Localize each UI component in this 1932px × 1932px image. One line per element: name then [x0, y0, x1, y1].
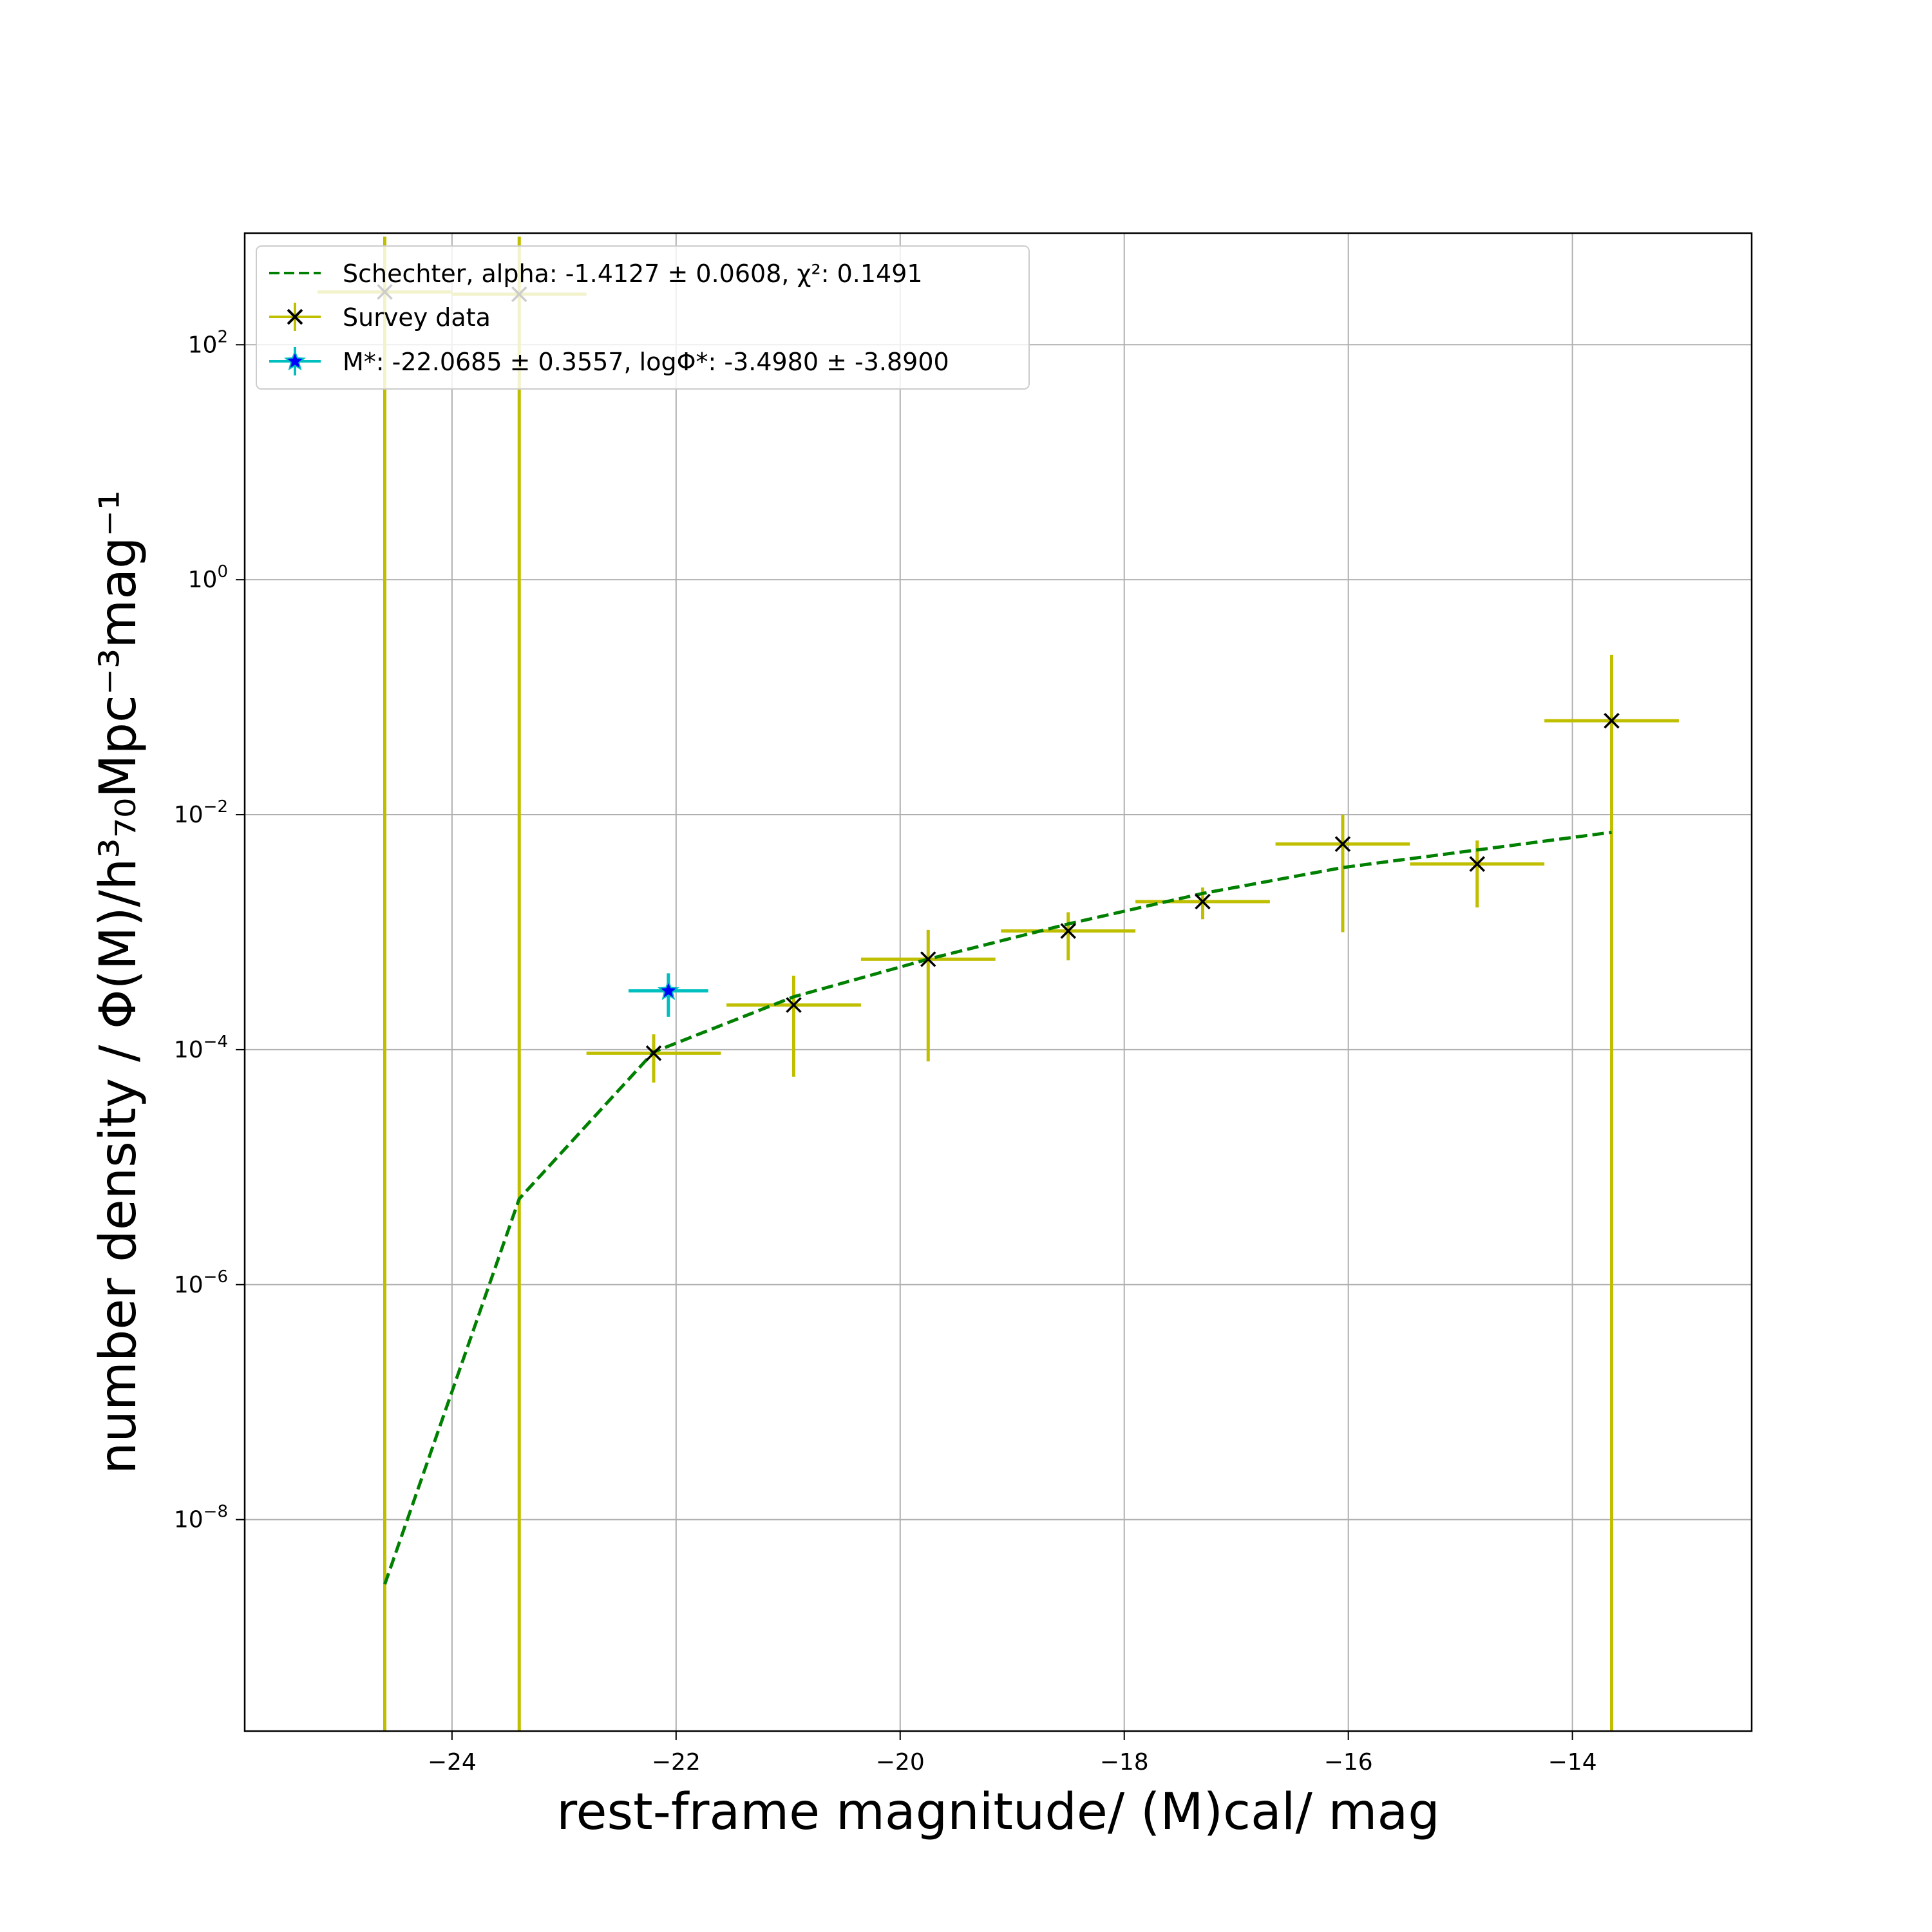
- x-tick-label: −24: [428, 1749, 477, 1776]
- x-tick-label: −18: [1100, 1749, 1149, 1776]
- legend-mstar-star-icon: [284, 350, 306, 371]
- legend-schechter-label: Schechter, alpha: -1.4127 ± 0.0608, χ²: …: [343, 260, 923, 288]
- x-tick-label: −14: [1548, 1749, 1597, 1776]
- x-tick-label: −22: [652, 1749, 701, 1776]
- grid: [245, 233, 1752, 1731]
- y-tick-label: 10−8: [174, 1502, 228, 1533]
- mstar-point: [657, 979, 679, 1001]
- plot-frame: [243, 232, 1753, 1732]
- x-axis-label: rest-frame magnitude/ (M)cal/ mag: [556, 1783, 1440, 1841]
- y-tick-label: 10−6: [174, 1267, 228, 1298]
- survey-data-point: [1195, 893, 1211, 910]
- schechter-fit-line: [383, 830, 1612, 1585]
- y-tick-label: 10−2: [174, 797, 228, 828]
- y-tick-label: 100: [188, 562, 228, 593]
- legend-survey-marker-icon: [287, 308, 303, 325]
- y-axis-label: number density / Φ(M)/h³₇₀Mpc⁻³mag⁻¹: [90, 490, 147, 1474]
- survey-data-point: [1334, 836, 1351, 852]
- x-tick-label: −20: [876, 1749, 925, 1776]
- legend-survey-label: Survey data: [343, 303, 491, 332]
- x-tick-label: −16: [1324, 1749, 1373, 1776]
- survey-data-point: [920, 951, 936, 967]
- y-tick-label: 10−4: [174, 1032, 228, 1063]
- survey-data-point: [1060, 923, 1076, 939]
- legend-box: [256, 245, 1030, 390]
- y-tick-label: 102: [188, 327, 228, 358]
- legend: Schechter, alpha: -1.4127 ± 0.0608, χ²: …: [256, 245, 1030, 390]
- plot-area: [245, 233, 1752, 1731]
- survey-data-point: [1604, 712, 1620, 729]
- survey-data-point: [786, 997, 802, 1013]
- legend-mstar-label: M*: -22.0685 ± 0.3557, logΦ*: -3.4980 ± …: [343, 348, 949, 376]
- survey-data-point: [1469, 856, 1485, 872]
- axis-ticks: −24 −22 −20 −18 −16 −14 102 100 10−2 10−4 10−6 10−8: [174, 327, 1597, 1776]
- survey-data-point: [645, 1045, 662, 1061]
